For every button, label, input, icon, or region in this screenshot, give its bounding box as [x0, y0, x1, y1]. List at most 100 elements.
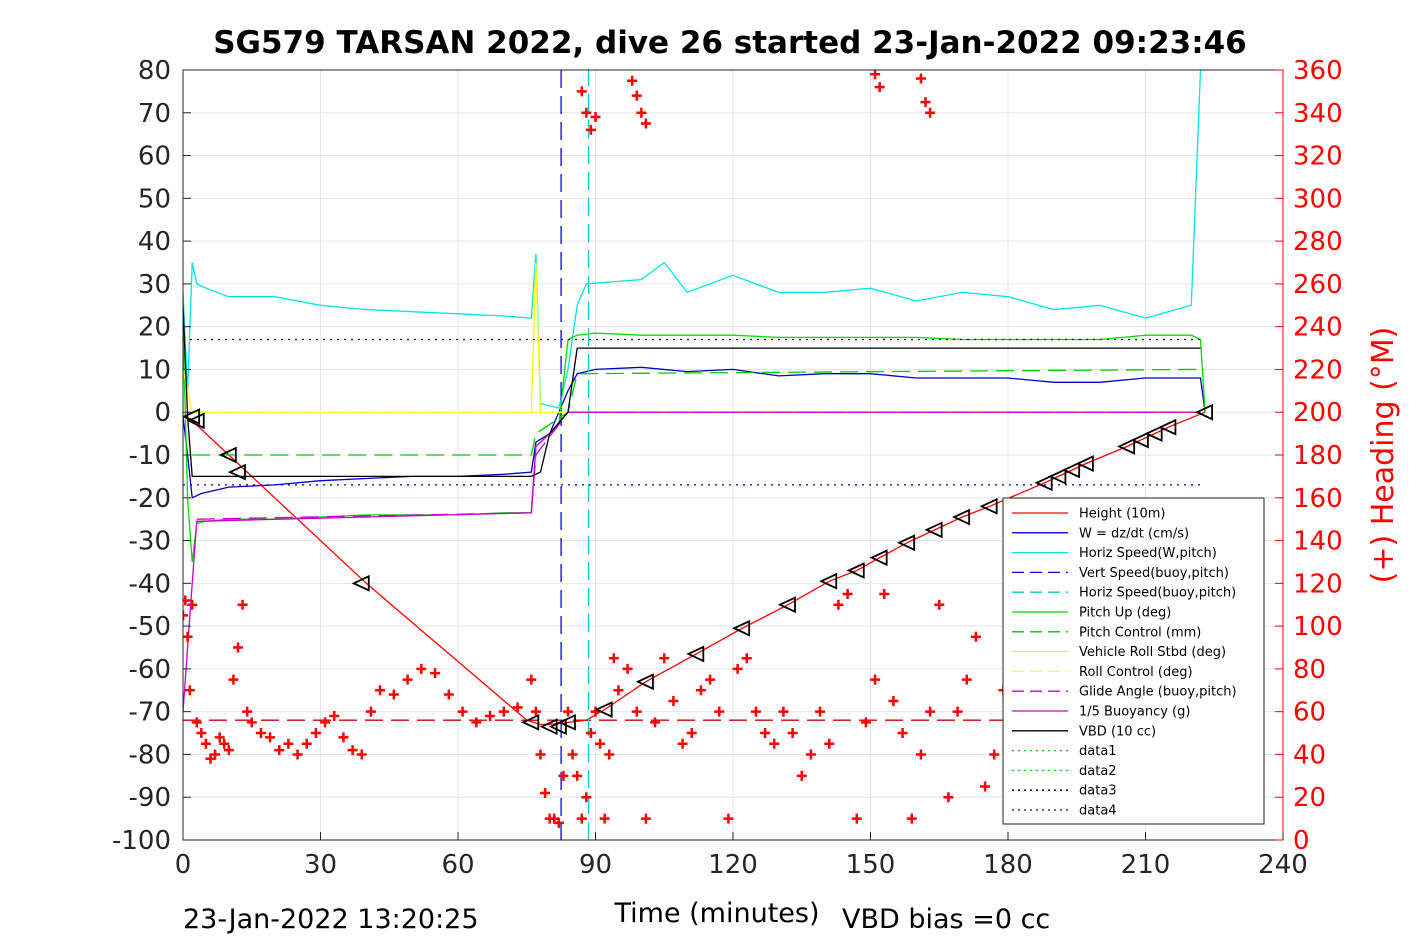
heading-point: [815, 706, 826, 717]
dive-marker: [1048, 467, 1067, 485]
x-axis-label: Time (minutes): [613, 898, 819, 929]
heading-point: [526, 674, 537, 685]
heading-point: [237, 599, 248, 610]
legend-entry: Glide Angle (buoy,pitch): [1079, 685, 1237, 700]
right-tick-label: 260: [1293, 270, 1343, 300]
heading-point: [640, 118, 651, 129]
heading-point: [356, 749, 367, 760]
heading-point: [576, 813, 587, 824]
heading-point: [183, 631, 193, 642]
x-tick-label: 240: [1258, 850, 1308, 880]
x-tick-label: 120: [708, 850, 758, 880]
heading-point: [219, 738, 230, 749]
heading-point: [677, 738, 688, 749]
heading-point: [196, 728, 207, 739]
heading-point: [622, 663, 633, 674]
right-tick-label: 0: [1293, 826, 1310, 856]
dive-marker: [1158, 418, 1177, 436]
heading-point: [183, 610, 188, 621]
dive-marker: [1062, 461, 1081, 479]
heading-point: [228, 674, 239, 685]
heading-point: [512, 702, 523, 713]
heading-point: [595, 738, 606, 749]
heading-point: [787, 728, 798, 739]
left-tick-label: -40: [129, 569, 171, 599]
heading-point: [796, 770, 807, 781]
heading-point: [530, 706, 541, 717]
heading-point: [627, 75, 638, 86]
heading-point: [443, 689, 454, 700]
heading-point: [723, 813, 734, 824]
legend-entry: Pitch Control (mm): [1079, 625, 1201, 640]
heading-point: [636, 107, 647, 118]
right-axis-label: (+) Heading (°M): [1366, 327, 1401, 584]
heading-point: [833, 599, 844, 610]
heading-point: [585, 124, 596, 135]
left-tick-label: -90: [129, 783, 171, 813]
right-tick-label: 60: [1293, 698, 1326, 728]
heading-point: [980, 781, 991, 792]
dive-marker: [548, 718, 567, 736]
dive-marker: [952, 508, 971, 526]
heading-point: [563, 706, 573, 717]
heading-point: [631, 706, 642, 717]
heading-point: [191, 717, 202, 728]
dive-marker: [777, 596, 796, 614]
left-tick-label: -10: [129, 441, 171, 471]
x-tick-label: 90: [579, 850, 612, 880]
heading-point: [851, 813, 862, 824]
heading-point: [934, 599, 945, 610]
heading-point: [915, 749, 926, 760]
dive-marker: [819, 572, 838, 590]
heading-point: [183, 595, 191, 606]
heading-point: [576, 86, 587, 97]
heading-point: [301, 738, 312, 749]
heading-point: [572, 770, 583, 781]
heading-point: [686, 728, 697, 739]
left-tick-label: 60: [138, 142, 171, 172]
legend-entry: data4: [1079, 804, 1117, 819]
heading-point: [581, 792, 592, 803]
left-tick-label: -100: [112, 826, 171, 856]
heading-point: [760, 728, 771, 739]
heading-point: [347, 745, 358, 756]
heading-point: [805, 749, 816, 760]
dive-marker: [186, 412, 205, 430]
legend-entry: data1: [1079, 744, 1117, 759]
legend-entry: Height (10m): [1079, 507, 1165, 522]
heading-point: [961, 674, 972, 685]
footer-vbd-bias: VBD bias =0 cc: [842, 904, 1050, 935]
dive-marker: [1194, 403, 1213, 421]
heading-point: [952, 706, 963, 717]
heading-point: [705, 674, 716, 685]
legend-entry: data2: [1079, 764, 1117, 779]
series-line-vbd-10-cc: [183, 305, 1201, 478]
heading-point: [535, 749, 546, 760]
heading-point: [860, 717, 871, 728]
left-tick-label: 0: [154, 398, 171, 428]
legend-entry: W = dz/dt (cm/s): [1079, 526, 1189, 541]
left-axis-ticks: 80 70 60 50 40 30 20 10 0 -10 -20 -30 -40 -50 -60 -70 -8…: [112, 56, 191, 856]
heading-point: [925, 706, 936, 717]
heading-point: [590, 112, 601, 123]
x-tick-label: 60: [441, 850, 474, 880]
heading-point: [613, 685, 624, 696]
heading-point: [879, 589, 890, 600]
heading-point: [870, 70, 881, 80]
left-tick-label: -80: [129, 740, 171, 770]
dive-marker: [686, 645, 705, 663]
dive-marker: [869, 549, 888, 567]
heading-point: [750, 706, 761, 717]
heading-point: [375, 685, 386, 696]
dive-marker: [979, 497, 998, 515]
left-tick-label: 40: [138, 227, 171, 257]
right-tick-label: 360: [1293, 56, 1343, 86]
heading-point: [184, 685, 195, 696]
heading-point: [925, 107, 936, 118]
dive-marker: [218, 446, 237, 464]
heading-point: [608, 653, 619, 664]
right-tick-label: 40: [1293, 740, 1326, 770]
heading-point: [485, 710, 496, 721]
dive-marker: [635, 673, 654, 691]
